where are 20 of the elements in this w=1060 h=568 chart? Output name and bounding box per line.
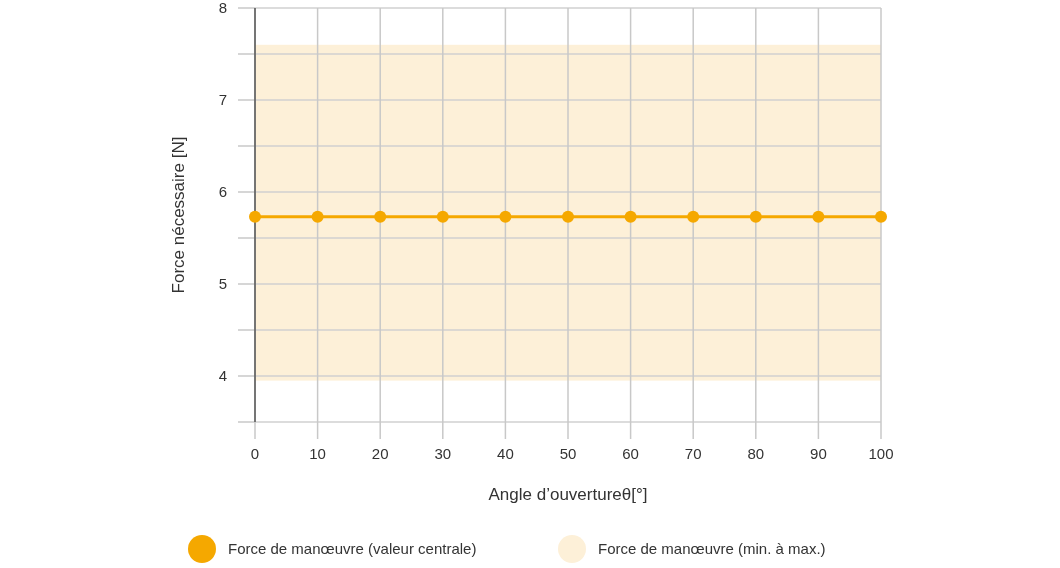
legend-label: Force de manœuvre (valeur centrale) bbox=[228, 540, 477, 558]
x-tick-label: 90 bbox=[810, 445, 827, 462]
y-axis-title: Force nécessaire [N] bbox=[169, 136, 188, 294]
x-axis-title: Angle d’ouvertureθ[°] bbox=[488, 485, 648, 504]
x-tick-label: 100 bbox=[868, 445, 894, 462]
x-tick-label: 50 bbox=[559, 445, 577, 462]
x-tick-label: 70 bbox=[684, 445, 702, 462]
x-tick-label: 80 bbox=[747, 445, 765, 462]
x-tick-label: 40 bbox=[497, 445, 514, 462]
x-tick-label: 0 bbox=[250, 445, 260, 462]
y-tick-label: 4 bbox=[218, 367, 227, 385]
y-tick-label: 6 bbox=[218, 183, 227, 201]
legend-label: Force de manœuvre (min. à max.) bbox=[598, 540, 826, 558]
y-tick-label: 5 bbox=[218, 275, 227, 293]
x-tick-label: 30 bbox=[434, 445, 452, 462]
y-tick-label: 7 bbox=[218, 91, 227, 109]
x-tick-label: 10 bbox=[309, 445, 326, 462]
x-tick-label: 20 bbox=[371, 445, 389, 462]
y-tick-label: 8 bbox=[218, 0, 227, 17]
x-tick-label: 60 bbox=[622, 445, 639, 462]
